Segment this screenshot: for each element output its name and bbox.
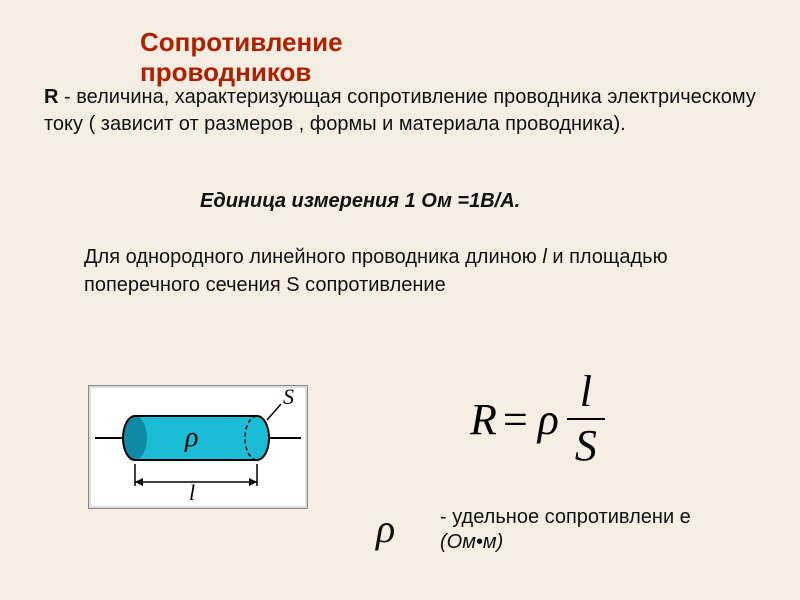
linear-conductor-paragraph: Для однородного линейного проводника дли… [84,243,684,299]
definition-paragraph: R - величина, характеризующая сопротивле… [44,84,756,138]
fraction-denominator: S [567,424,605,468]
caption-unit: (Ом•м) [440,531,503,553]
title-line-1: Сопротивление [140,27,343,57]
definition-text: - величина, характеризующая сопротивлени… [44,86,756,135]
formula-equals: = [503,394,528,445]
caption-text: - удельное сопротивлени е [440,506,691,528]
svg-text:l: l [189,480,195,505]
title-line-2: проводников [140,57,311,87]
formula-fraction: l S [567,370,605,468]
units-line: Единица измерения 1 Ом =1В/А. [200,190,520,213]
formula-R: R [470,394,497,445]
resistance-formula: R = ρ l S [470,370,605,468]
rho-caption: - удельное сопротивлени е (Ом•м) [440,505,740,555]
para2-text-a: Для однородного линейного проводника дли… [84,246,542,268]
svg-text:ρ: ρ [184,422,198,453]
rho-symbol: ρ [376,505,395,552]
svg-text:S: S [283,386,294,409]
symbol-R: R [44,86,58,108]
fraction-bar [567,418,605,420]
conductor-diagram: S ρ l [88,385,308,509]
page-title: Сопротивление проводников [140,28,343,88]
formula-rho: ρ [538,394,559,445]
fraction-numerator: l [572,370,600,414]
